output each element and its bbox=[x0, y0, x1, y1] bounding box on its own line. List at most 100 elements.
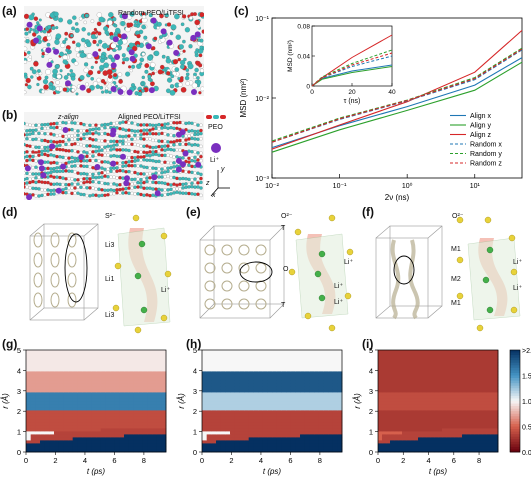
heatmap-cell bbox=[262, 389, 268, 393]
heatmap-cell bbox=[63, 443, 69, 447]
heatmap-cell bbox=[450, 356, 455, 360]
heatmap-cell bbox=[462, 443, 467, 447]
heatmap-cell bbox=[105, 416, 111, 420]
heatmap-cell bbox=[474, 428, 479, 432]
anion-atom bbox=[456, 292, 464, 300]
heatmap-cell bbox=[318, 371, 324, 375]
heatmap-cell bbox=[454, 449, 459, 453]
heatmap-cell bbox=[490, 449, 495, 453]
heatmap-cell bbox=[110, 440, 116, 444]
heatmap-cell bbox=[286, 377, 292, 381]
heatmap-cell bbox=[281, 359, 287, 363]
heatmap-cell bbox=[58, 380, 64, 384]
heatmap-cell bbox=[220, 380, 226, 384]
heatmap-cell bbox=[466, 377, 471, 381]
heatmap-cell bbox=[402, 398, 407, 402]
heatmap-cell bbox=[486, 386, 491, 390]
heatmap-cell bbox=[406, 380, 411, 384]
heatmap-cell bbox=[133, 398, 139, 402]
heatmap-cell bbox=[466, 383, 471, 387]
heatmap-cell bbox=[402, 350, 407, 354]
heatmap-cell bbox=[54, 377, 60, 381]
unit-cell-edge bbox=[269, 225, 285, 241]
heatmap-cell bbox=[63, 437, 69, 441]
structure-d-render bbox=[29, 214, 172, 334]
isosurface-blob bbox=[221, 262, 233, 274]
heatmap-cell bbox=[281, 398, 287, 402]
heatmap-cell bbox=[58, 362, 64, 366]
heatmap-cell bbox=[486, 446, 491, 450]
heatmap-cell bbox=[314, 422, 320, 426]
heatmap-cell bbox=[119, 404, 125, 408]
heatmap-cell bbox=[442, 359, 447, 363]
heatmap-cell bbox=[91, 449, 97, 453]
heatmap-cell bbox=[138, 425, 144, 429]
heatmap-cell bbox=[138, 389, 144, 393]
heatmap-cell bbox=[77, 401, 83, 405]
heatmap-cell bbox=[40, 413, 46, 417]
heatmap-cell bbox=[206, 431, 212, 435]
heatmap-cell bbox=[124, 398, 130, 402]
heatmap-cell bbox=[128, 389, 134, 393]
heatmap-cell bbox=[206, 401, 212, 405]
heatmap-cell bbox=[290, 437, 296, 441]
heatmap-cell bbox=[44, 365, 50, 369]
panel-label-d: (d) bbox=[2, 205, 18, 219]
heatmap-cell bbox=[309, 386, 315, 390]
heatmap-cell bbox=[105, 371, 111, 375]
heatmap-cell bbox=[161, 440, 167, 444]
heatmap-cell bbox=[68, 368, 74, 372]
heatmap-cell bbox=[382, 428, 387, 432]
heatmap-cell bbox=[86, 368, 92, 372]
e-li-label-2: Li⁺ bbox=[334, 283, 344, 290]
heatmap-cell bbox=[410, 428, 415, 432]
heatmap-cell bbox=[110, 413, 116, 417]
heatmap-cell bbox=[244, 440, 250, 444]
heatmap-cell bbox=[318, 368, 324, 372]
heatmap-cell bbox=[328, 359, 334, 363]
heatmap-cell bbox=[394, 401, 399, 405]
heatmap-cell bbox=[54, 416, 60, 420]
heatmap-cell bbox=[220, 410, 226, 414]
heatmap-cell bbox=[258, 350, 264, 354]
heatmap-cell bbox=[211, 374, 217, 378]
heatmap-cell bbox=[490, 392, 495, 396]
heatmap-cell bbox=[337, 443, 343, 447]
heatmap-cell bbox=[398, 431, 403, 435]
heatmap-cell bbox=[281, 356, 287, 360]
heatmap-cell bbox=[446, 359, 451, 363]
heatmap-cell bbox=[486, 377, 491, 381]
heatmap-cell bbox=[462, 356, 467, 360]
heatmap-cell bbox=[295, 440, 301, 444]
heatmap-cell bbox=[281, 353, 287, 357]
heatmap-cell bbox=[390, 368, 395, 372]
heatmap-cell bbox=[234, 398, 240, 402]
heatmap-cell bbox=[414, 434, 419, 438]
heatmap-cell bbox=[466, 350, 471, 354]
heatmap-cell bbox=[295, 410, 301, 414]
heatmap-cell bbox=[410, 407, 415, 411]
heatmap-cell bbox=[470, 371, 475, 375]
heatmap-cell bbox=[211, 437, 217, 441]
heatmap-cell bbox=[119, 425, 125, 429]
heatmap-cell bbox=[378, 410, 383, 414]
heatmap-cell bbox=[386, 356, 391, 360]
heatmap-cell bbox=[286, 419, 292, 423]
msd-xtick-label: 10⁻² bbox=[265, 183, 279, 190]
isosurface-blob bbox=[67, 292, 77, 308]
heatmap-cell bbox=[295, 371, 301, 375]
heatmap-cell bbox=[410, 392, 415, 396]
heatmap-cell bbox=[156, 425, 162, 429]
heatmap-cell bbox=[26, 377, 32, 381]
heatmap-cell bbox=[414, 392, 419, 396]
heatmap-cell bbox=[272, 425, 278, 429]
heatmap-cell bbox=[300, 356, 306, 360]
heatmap-cell bbox=[430, 449, 435, 453]
heatmap-cell bbox=[328, 410, 334, 414]
heatmap-cell bbox=[105, 380, 111, 384]
heatmap-cell bbox=[286, 353, 292, 357]
heatmap-cell bbox=[138, 356, 144, 360]
heatmap-cell bbox=[474, 440, 479, 444]
heatmap-cell bbox=[156, 404, 162, 408]
